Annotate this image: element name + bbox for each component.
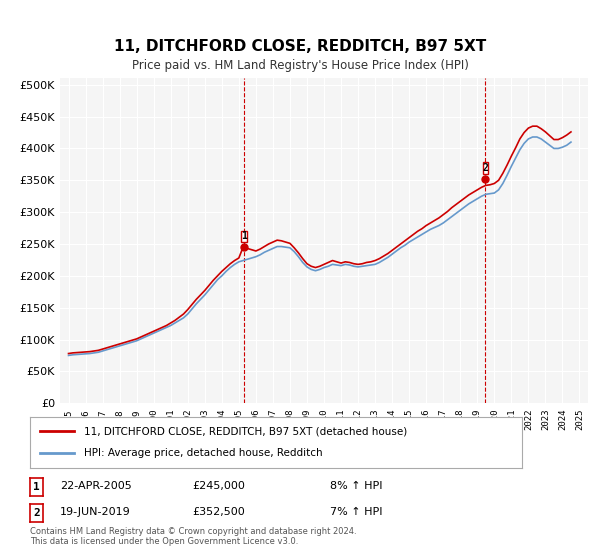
FancyBboxPatch shape [482, 162, 488, 174]
Text: Price paid vs. HM Land Registry's House Price Index (HPI): Price paid vs. HM Land Registry's House … [131, 59, 469, 72]
Text: 11, DITCHFORD CLOSE, REDDITCH, B97 5XT (detached house): 11, DITCHFORD CLOSE, REDDITCH, B97 5XT (… [84, 426, 407, 436]
Text: £245,000: £245,000 [192, 480, 245, 491]
Text: 22-APR-2005: 22-APR-2005 [60, 480, 132, 491]
Text: 2: 2 [33, 508, 40, 518]
Text: 2: 2 [482, 163, 488, 173]
Text: Contains HM Land Registry data © Crown copyright and database right 2024.
This d: Contains HM Land Registry data © Crown c… [30, 526, 356, 546]
Text: 7% ↑ HPI: 7% ↑ HPI [330, 507, 383, 517]
FancyBboxPatch shape [241, 231, 247, 242]
Text: £352,500: £352,500 [192, 507, 245, 517]
Text: 11, DITCHFORD CLOSE, REDDITCH, B97 5XT: 11, DITCHFORD CLOSE, REDDITCH, B97 5XT [114, 39, 486, 54]
Text: 8% ↑ HPI: 8% ↑ HPI [330, 480, 383, 491]
Text: 1: 1 [33, 482, 40, 492]
Text: HPI: Average price, detached house, Redditch: HPI: Average price, detached house, Redd… [84, 449, 323, 459]
Text: 1: 1 [241, 231, 247, 241]
Text: 19-JUN-2019: 19-JUN-2019 [60, 507, 131, 517]
